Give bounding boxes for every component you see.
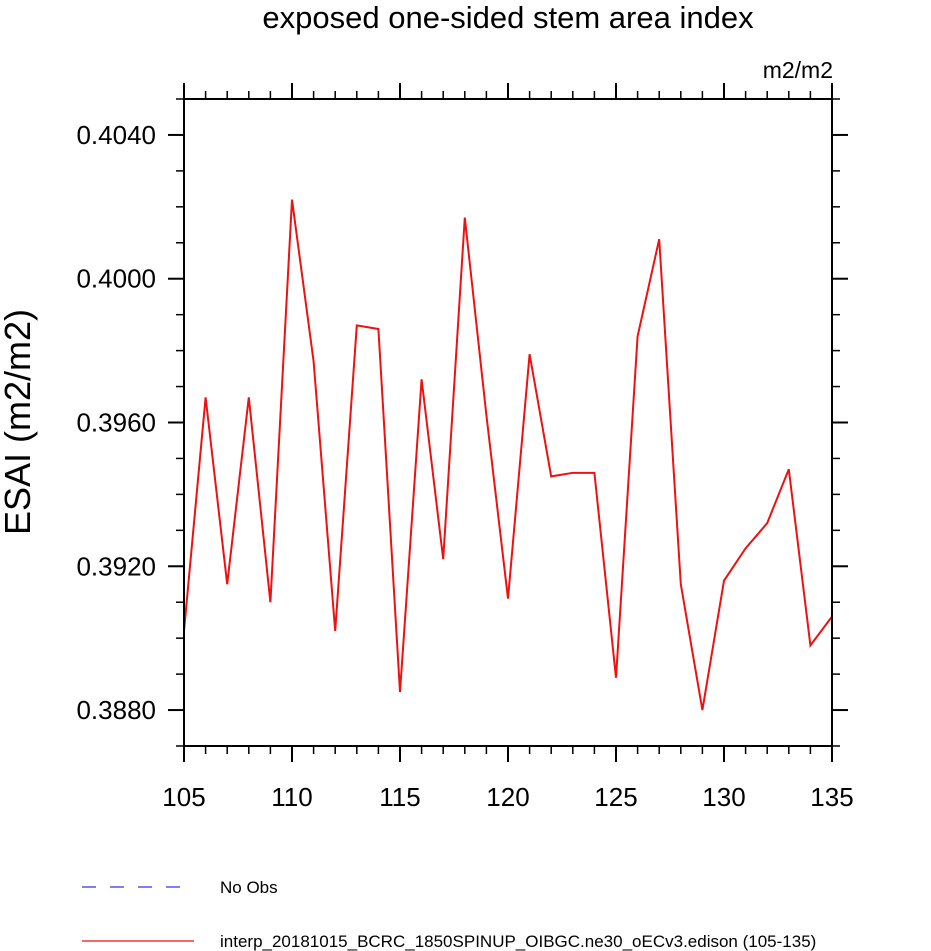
y-axis-label: ESAI (m2/m2): [0, 309, 38, 535]
y-tick-label: 0.3960: [76, 408, 156, 438]
legend-label: No Obs: [220, 878, 278, 897]
legend-label: interp_20181015_BCRC_1850SPINUP_OIBGC.ne…: [220, 932, 816, 951]
x-tick-label: 115: [379, 782, 420, 812]
x-tick-label: 120: [486, 782, 529, 812]
y-tick-label: 0.4040: [76, 120, 156, 150]
legend: No Obs interp_20181015_BCRC_1850SPINUP_OI…: [82, 878, 816, 951]
x-tick-label: 130: [702, 782, 745, 812]
series-line: [183, 199, 833, 711]
axis-ticks: [168, 83, 848, 762]
units-label: m2/m2: [763, 57, 833, 83]
axis-tick-labels: 105 110 115 120 125 130 135 0.3880 0.3920 0.3960 0…: [76, 120, 853, 812]
y-tick-label: 0.4000: [76, 264, 156, 294]
chart-title: exposed one-sided stem area index: [262, 0, 754, 35]
plot-area: [183, 199, 833, 711]
x-tick-label: 110: [271, 782, 312, 812]
x-tick-label: 105: [162, 782, 205, 812]
x-tick-label: 125: [594, 782, 637, 812]
y-tick-label: 0.3880: [76, 695, 156, 725]
y-tick-label: 0.3920: [76, 551, 156, 581]
plot-frame: [183, 98, 833, 747]
x-tick-label: 135: [810, 782, 853, 812]
